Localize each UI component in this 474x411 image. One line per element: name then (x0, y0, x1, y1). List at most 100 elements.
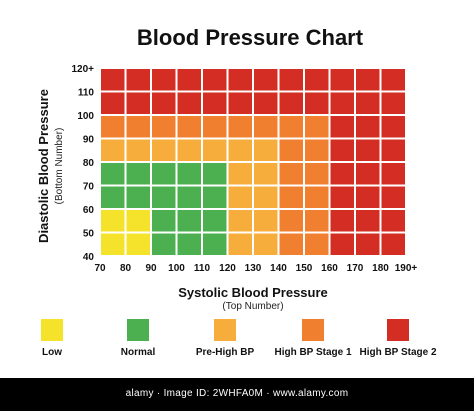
heatmap-cell (203, 163, 227, 185)
heatmap-cell (152, 210, 176, 232)
heatmap-cell (330, 210, 354, 232)
y-tick-label: 40 (83, 252, 95, 263)
heatmap-cell (330, 233, 354, 255)
heatmap-cell (305, 186, 329, 208)
heatmap-cell (356, 92, 380, 114)
heatmap-cell (381, 186, 405, 208)
x-tick-label: 120 (219, 263, 236, 274)
heatmap-cell (152, 233, 176, 255)
x-tick-label: 140 (270, 263, 287, 274)
heatmap-cell (330, 186, 354, 208)
y-axis-ticks: 40 50 60 70 80 90 100 110 120+ (71, 64, 94, 263)
heatmap-cell (152, 116, 176, 138)
heatmap-cell (101, 233, 125, 255)
x-tick-label: 190+ (395, 263, 418, 274)
heatmap-cell (381, 163, 405, 185)
heatmap-cell (330, 69, 354, 91)
legend-label: Normal (121, 347, 156, 358)
x-tick-label: 170 (347, 263, 364, 274)
footer-bar (0, 378, 474, 411)
x-tick-label: 150 (296, 263, 313, 274)
heatmap-cell (203, 92, 227, 114)
heatmap-cell (254, 92, 278, 114)
heatmap-cell (101, 69, 125, 91)
footer-watermark-text: alamy · Image ID: 2WHFA0M · www.alamy.co… (125, 388, 349, 399)
heatmap-cell (126, 210, 150, 232)
heatmap-cell (152, 163, 176, 185)
heatmap-cell (126, 69, 150, 91)
heatmap-cell (228, 186, 252, 208)
heatmap-cell (203, 186, 227, 208)
heatmap-cell (330, 92, 354, 114)
y-tick-label: 80 (83, 158, 95, 169)
heatmap-cell (126, 116, 150, 138)
heatmap-cell (356, 163, 380, 185)
heatmap-cell (279, 186, 303, 208)
heatmap-cell (254, 69, 278, 91)
legend-swatch (127, 319, 149, 341)
legend-swatch (302, 319, 324, 341)
heatmap-cell (305, 210, 329, 232)
heatmap-cell (203, 69, 227, 91)
y-tick-label: 100 (77, 111, 94, 122)
heatmap-cell (126, 186, 150, 208)
heatmap-cell (101, 163, 125, 185)
heatmap-cell (101, 139, 125, 161)
legend-label: High BP Stage 1 (274, 347, 351, 358)
heatmap-cell (152, 139, 176, 161)
heatmap-cell (330, 163, 354, 185)
heatmap-cell (228, 163, 252, 185)
legend-swatch (214, 319, 236, 341)
heatmap-cell (152, 186, 176, 208)
heatmap-cell (228, 92, 252, 114)
heatmap-cell (228, 139, 252, 161)
y-tick-label: 70 (83, 182, 95, 193)
heatmap-cell (177, 233, 201, 255)
legend-swatch (41, 319, 63, 341)
heatmap-cell (381, 233, 405, 255)
heatmap-cell (330, 139, 354, 161)
heatmap-cell (356, 69, 380, 91)
heatmap-cell (305, 163, 329, 185)
heatmap-cell (177, 139, 201, 161)
legend-label: High BP Stage 2 (359, 347, 436, 358)
heatmap-cell (279, 233, 303, 255)
heatmap-cell (254, 139, 278, 161)
heatmap-cell (228, 233, 252, 255)
heatmap-cell (330, 116, 354, 138)
heatmap-cell (381, 139, 405, 161)
heatmap-cell (152, 92, 176, 114)
heatmap-cell (177, 69, 201, 91)
x-axis-title: Systolic Blood Pressure (178, 285, 328, 300)
y-tick-label: 60 (83, 205, 95, 216)
chart-title: Blood Pressure Chart (137, 25, 364, 50)
heatmap-cell (203, 233, 227, 255)
heatmap-cell (356, 116, 380, 138)
heatmap-cell (305, 116, 329, 138)
heatmap-grid (101, 69, 405, 255)
y-axis-title: Diastolic Blood Pressure (36, 89, 51, 243)
heatmap-cell (254, 116, 278, 138)
heatmap-cell (381, 116, 405, 138)
heatmap-cell (305, 92, 329, 114)
x-tick-label: 90 (145, 263, 157, 274)
heatmap-cell (101, 210, 125, 232)
x-tick-label: 70 (94, 263, 106, 274)
heatmap-cell (356, 210, 380, 232)
heatmap-cell (152, 69, 176, 91)
legend-label: Pre-High BP (196, 347, 255, 358)
heatmap-cell (203, 116, 227, 138)
x-tick-label: 100 (168, 263, 185, 274)
heatmap-cell (279, 116, 303, 138)
heatmap-cell (305, 139, 329, 161)
x-tick-label: 130 (245, 263, 262, 274)
heatmap-cell (279, 210, 303, 232)
heatmap-cell (305, 233, 329, 255)
heatmap-cell (126, 139, 150, 161)
heatmap-cell (177, 92, 201, 114)
heatmap-cell (126, 163, 150, 185)
heatmap-cell (381, 210, 405, 232)
x-axis-ticks: 70 80 90 100 110 120 130 140 150 160 170 180 190+ (94, 263, 417, 274)
heatmap-cell (279, 139, 303, 161)
heatmap-cell (356, 233, 380, 255)
